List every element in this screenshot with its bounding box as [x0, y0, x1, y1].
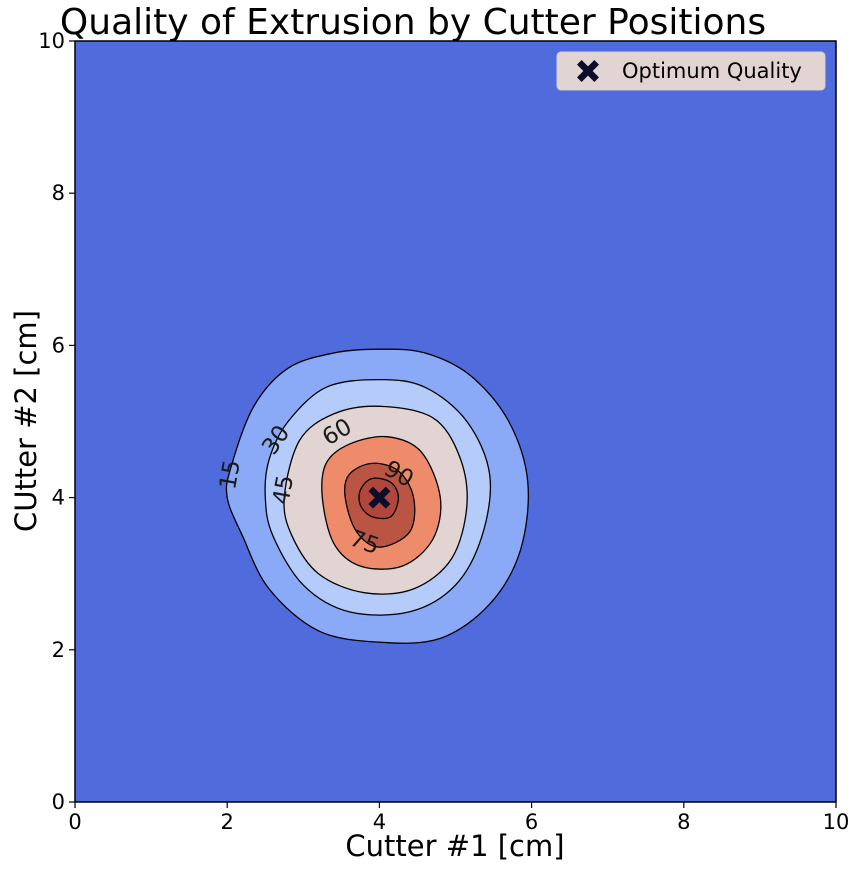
legend-box [556, 51, 826, 91]
y-tick-label: 0 [52, 790, 65, 814]
marker-layer [368, 486, 391, 509]
contour-lines [225, 348, 529, 644]
x-tick-label: 6 [525, 810, 538, 834]
x-tick-label: 8 [677, 810, 690, 834]
contour-line-60 [321, 435, 442, 570]
contour-label-15: 15 [215, 458, 246, 491]
legend: Optimum Quality [556, 51, 826, 91]
y-tick-label: 6 [52, 333, 65, 357]
x-tick-label: 2 [221, 810, 234, 834]
legend-label: Optimum Quality [622, 59, 802, 83]
x-tick-label: 4 [373, 810, 386, 834]
y-axis-label: CUtter #2 [cm] [9, 310, 43, 532]
legend-marker-icon [577, 60, 599, 82]
chart-title: Quality of Extrusion by Cutter Positions [60, 2, 766, 43]
y-tick-label: 10 [38, 29, 65, 53]
x-axis-label: Cutter #1 [cm] [345, 829, 564, 863]
y-tick-label: 8 [52, 181, 65, 205]
plot-frame [74, 40, 837, 803]
y-tick-label: 2 [52, 638, 65, 662]
contour-line-75 [343, 462, 416, 548]
y-axis: 0 2 4 6 8 10 [38, 29, 75, 814]
contour-line-15 [225, 348, 529, 644]
contour-line-90 [358, 477, 400, 520]
contour-line-45 [283, 405, 468, 595]
y-tick-label: 4 [52, 486, 65, 510]
contour-label-45: 45 [268, 473, 299, 506]
contour-line-30 [264, 378, 492, 616]
optimum-marker [368, 486, 391, 509]
x-tick-label: 0 [68, 810, 81, 834]
x-axis: 0 2 4 6 8 10 [68, 802, 849, 834]
x-tick-label: 10 [823, 810, 850, 834]
